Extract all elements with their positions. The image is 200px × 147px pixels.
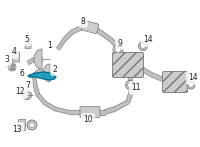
Polygon shape (37, 94, 46, 104)
Circle shape (189, 83, 193, 87)
Polygon shape (109, 38, 119, 48)
Text: 3: 3 (5, 55, 9, 64)
Text: 12: 12 (15, 87, 25, 96)
Polygon shape (113, 49, 120, 58)
Polygon shape (55, 107, 68, 114)
Polygon shape (126, 88, 134, 103)
Circle shape (27, 120, 37, 130)
Polygon shape (104, 107, 116, 114)
Text: 14: 14 (143, 35, 153, 45)
Text: 10: 10 (83, 116, 93, 125)
Polygon shape (128, 76, 134, 89)
Circle shape (115, 47, 121, 53)
Circle shape (113, 45, 123, 55)
Circle shape (22, 91, 32, 100)
Circle shape (138, 41, 148, 51)
Circle shape (29, 122, 35, 128)
Circle shape (128, 82, 132, 87)
Text: 8: 8 (81, 16, 85, 25)
Polygon shape (33, 85, 40, 96)
FancyBboxPatch shape (18, 120, 26, 131)
FancyBboxPatch shape (12, 52, 20, 62)
Text: 1: 1 (48, 41, 52, 51)
Text: 7: 7 (26, 81, 30, 90)
Polygon shape (44, 101, 56, 111)
Polygon shape (32, 75, 37, 85)
Polygon shape (68, 110, 80, 114)
Circle shape (187, 81, 195, 89)
Polygon shape (57, 38, 66, 50)
Polygon shape (113, 57, 117, 65)
Polygon shape (33, 68, 43, 76)
Polygon shape (43, 64, 50, 82)
Polygon shape (34, 49, 42, 69)
Circle shape (141, 44, 145, 49)
FancyBboxPatch shape (112, 52, 144, 77)
Polygon shape (96, 28, 111, 41)
FancyBboxPatch shape (25, 40, 31, 49)
Circle shape (25, 92, 29, 97)
Text: 5: 5 (25, 35, 29, 44)
FancyBboxPatch shape (81, 20, 99, 34)
Text: 11: 11 (131, 83, 141, 92)
Text: 14: 14 (188, 74, 198, 82)
Text: 2: 2 (53, 65, 57, 74)
Polygon shape (28, 72, 56, 80)
Polygon shape (27, 57, 36, 65)
FancyBboxPatch shape (162, 71, 188, 92)
Text: 4: 4 (12, 47, 16, 56)
Polygon shape (64, 31, 73, 40)
Polygon shape (114, 100, 129, 111)
Polygon shape (141, 67, 153, 77)
Polygon shape (35, 57, 42, 61)
Circle shape (126, 81, 134, 90)
Circle shape (8, 63, 16, 71)
Polygon shape (71, 25, 84, 34)
Text: 6: 6 (20, 70, 24, 78)
Text: 13: 13 (12, 125, 22, 133)
Polygon shape (151, 73, 163, 81)
Polygon shape (80, 110, 105, 115)
FancyBboxPatch shape (80, 106, 100, 117)
Text: 9: 9 (118, 39, 122, 47)
